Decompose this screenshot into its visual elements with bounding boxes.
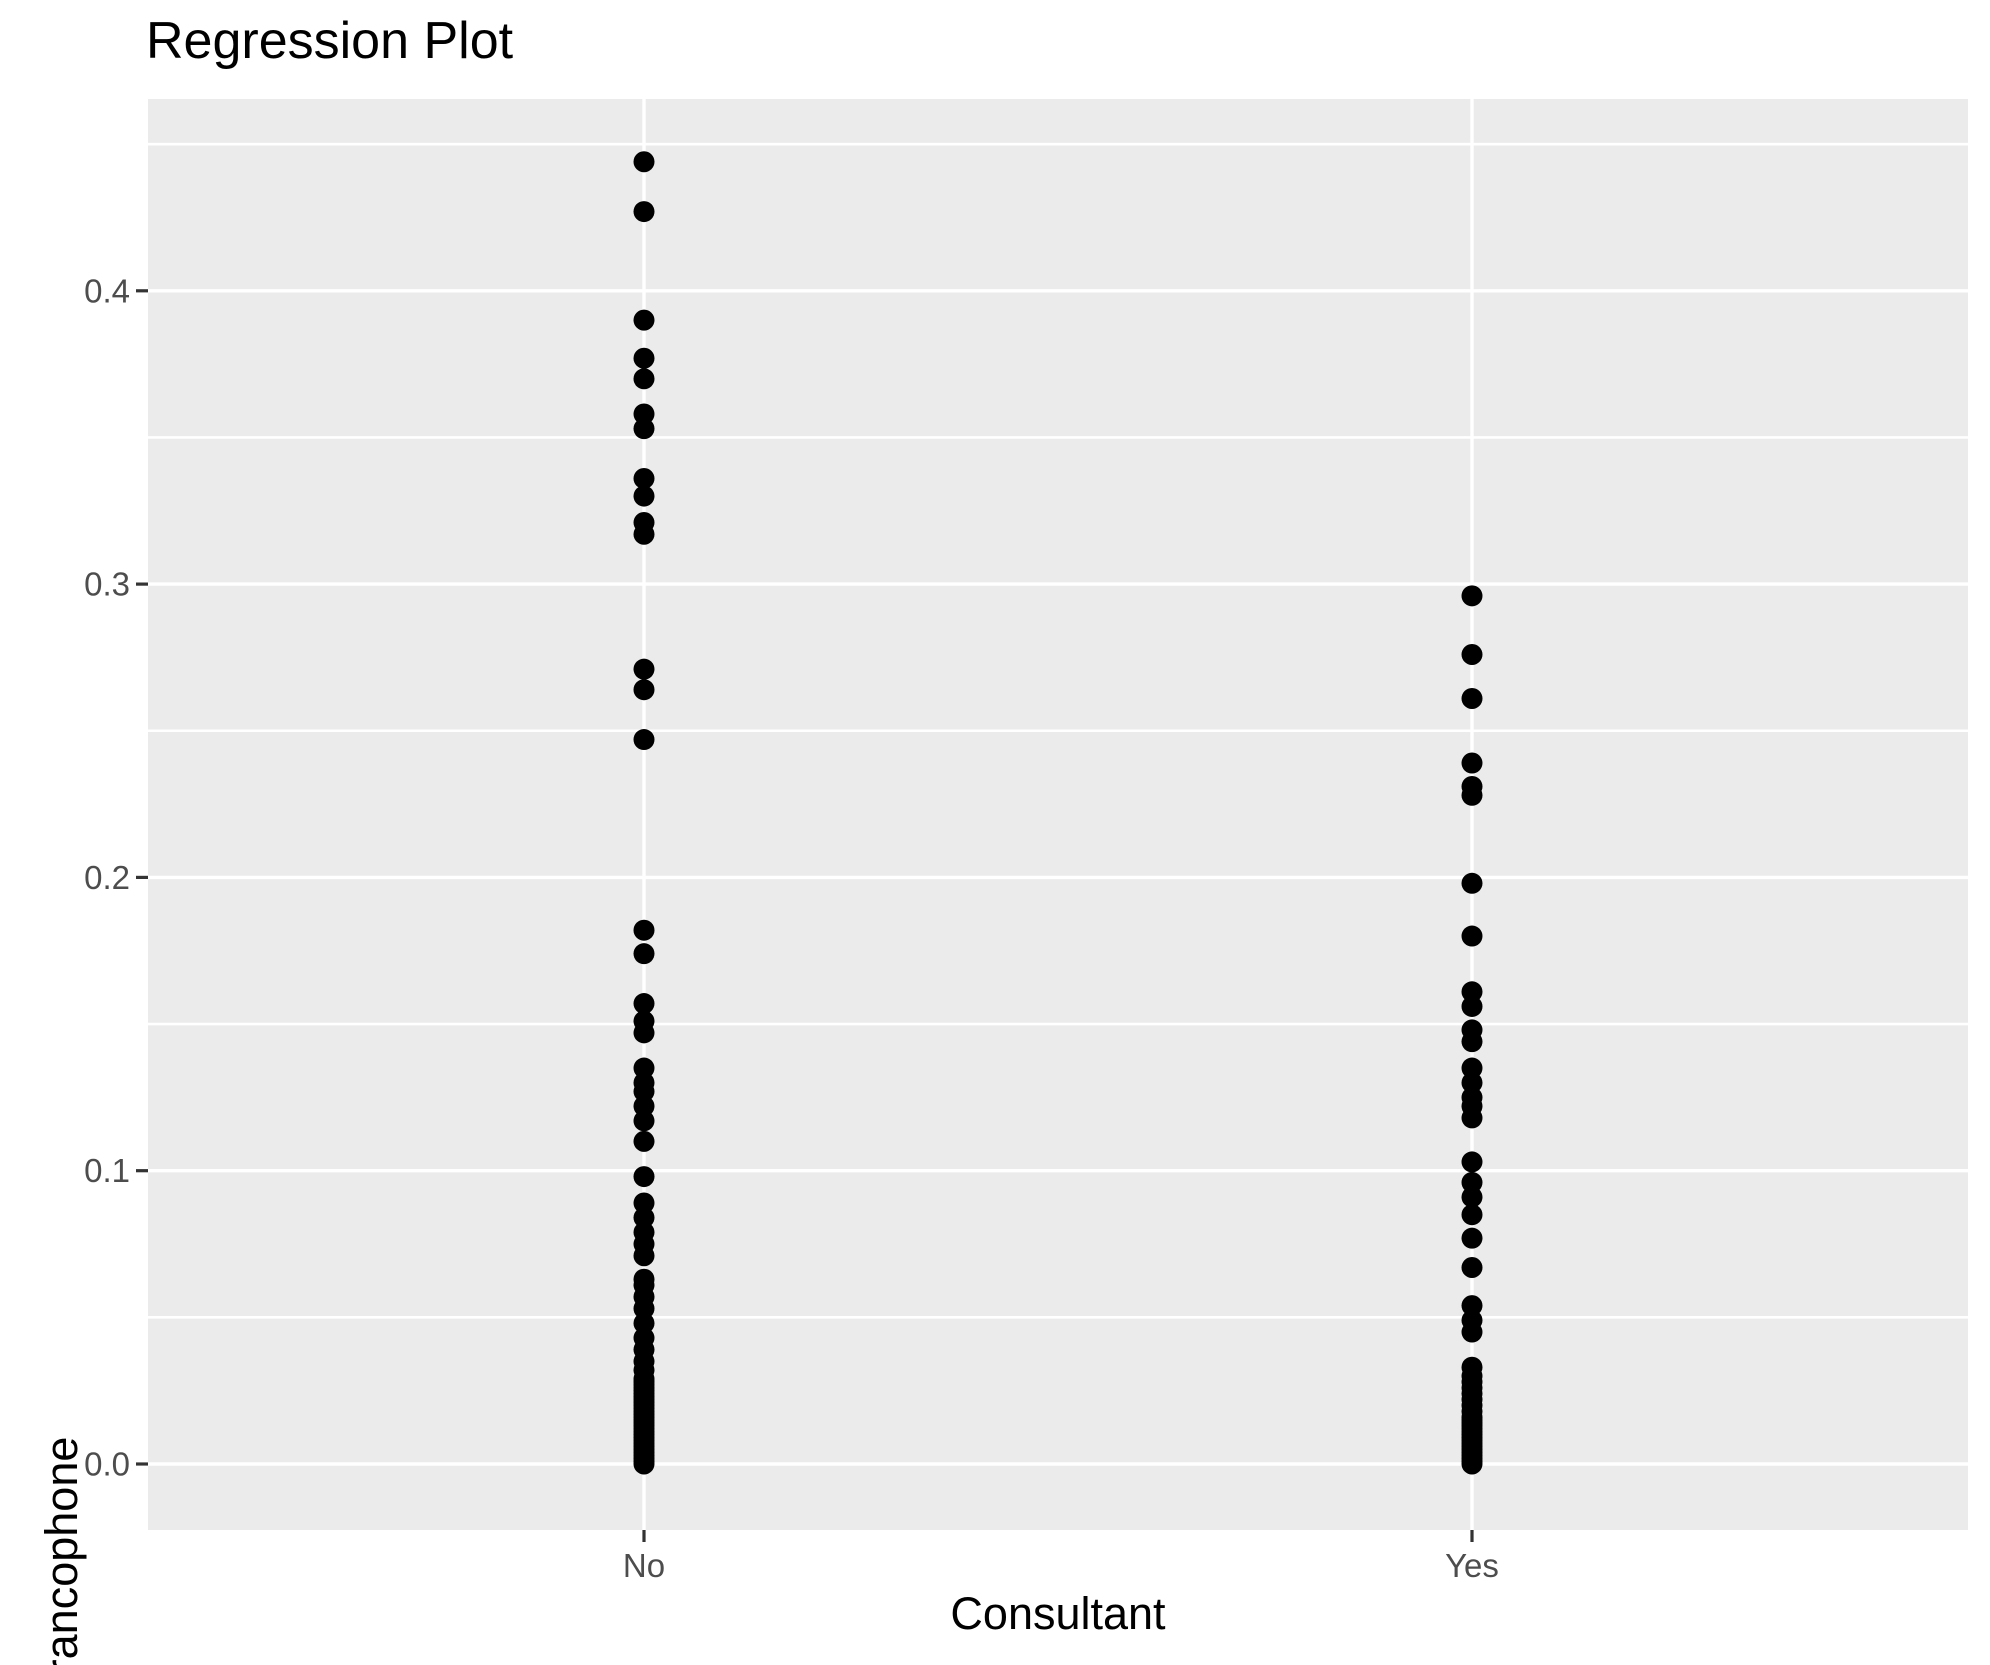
data-point [633, 1110, 655, 1132]
data-point [1461, 995, 1483, 1017]
data-point [633, 151, 655, 173]
data-point [1461, 752, 1483, 774]
data-point [1461, 1295, 1483, 1317]
data-point [1461, 981, 1483, 1003]
data-point [1461, 784, 1483, 806]
data-point [633, 1022, 655, 1044]
data-point [633, 368, 655, 390]
data-point [1461, 1256, 1483, 1278]
y-tick-label: 0.4 [84, 272, 130, 309]
y-axis-title: Topic Francophone [36, 1436, 87, 1665]
data-point [633, 1312, 655, 1334]
x-tick-label: Yes [1445, 1547, 1499, 1584]
data-point [1461, 1151, 1483, 1173]
data-point [633, 1166, 655, 1188]
data-point [633, 993, 655, 1015]
x-tick-label: No [623, 1547, 665, 1584]
data-point [1461, 1057, 1483, 1079]
data-point [1461, 925, 1483, 947]
data-point [633, 919, 655, 941]
data-point [633, 485, 655, 507]
data-point [1461, 687, 1483, 709]
data-point [1461, 1072, 1483, 1094]
data-point [633, 1298, 655, 1320]
data-point [1461, 1204, 1483, 1226]
data-point [1461, 1171, 1483, 1193]
data-point [1461, 643, 1483, 665]
y-tick-label: 0.1 [84, 1152, 130, 1189]
data-point [1461, 1453, 1483, 1475]
data-point [633, 347, 655, 369]
data-point [1461, 585, 1483, 607]
data-point [633, 403, 655, 425]
data-point [1461, 1107, 1483, 1129]
y-tick-label: 0.2 [84, 859, 130, 896]
data-point [1461, 1227, 1483, 1249]
x-axis-title: Consultant [950, 1588, 1166, 1639]
data-point [633, 1057, 655, 1079]
data-point [633, 1453, 655, 1475]
data-point [633, 679, 655, 701]
data-point [633, 1130, 655, 1152]
data-point [633, 658, 655, 680]
data-point [1461, 1031, 1483, 1053]
plot-panel-background [148, 99, 1968, 1530]
data-point [633, 1081, 655, 1103]
data-point [633, 201, 655, 223]
data-point [633, 523, 655, 545]
data-point [633, 1207, 655, 1229]
plot-title: Regression Plot [146, 12, 514, 70]
data-point [1461, 872, 1483, 894]
y-tick-label: 0.0 [84, 1446, 130, 1483]
data-point [633, 729, 655, 751]
data-point [633, 1095, 655, 1117]
data-point [1461, 1321, 1483, 1343]
data-point [633, 943, 655, 965]
data-point [633, 418, 655, 440]
data-point [633, 1245, 655, 1267]
y-tick-label: 0.3 [84, 566, 130, 603]
data-point [633, 1192, 655, 1214]
data-point [633, 309, 655, 331]
data-point [633, 468, 655, 490]
data-point [1461, 1186, 1483, 1208]
